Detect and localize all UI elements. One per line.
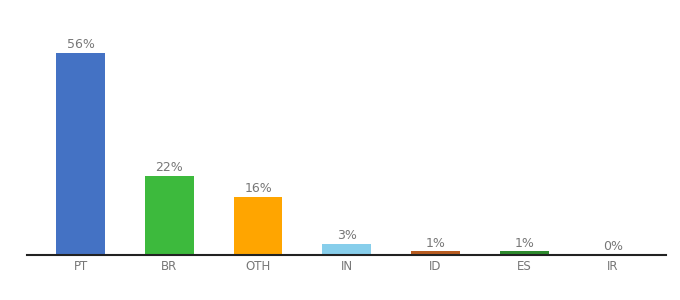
- Text: 0%: 0%: [603, 240, 623, 253]
- Text: 16%: 16%: [244, 182, 272, 195]
- Bar: [500, 251, 549, 255]
- Bar: [56, 53, 105, 255]
- Text: 3%: 3%: [337, 230, 357, 242]
- Text: 56%: 56%: [67, 38, 95, 51]
- Bar: [145, 176, 194, 255]
- Bar: [411, 251, 460, 255]
- Text: 22%: 22%: [156, 161, 183, 174]
- Text: 1%: 1%: [426, 237, 445, 250]
- Bar: [322, 244, 371, 255]
- Text: 1%: 1%: [514, 237, 534, 250]
- Bar: [234, 197, 282, 255]
